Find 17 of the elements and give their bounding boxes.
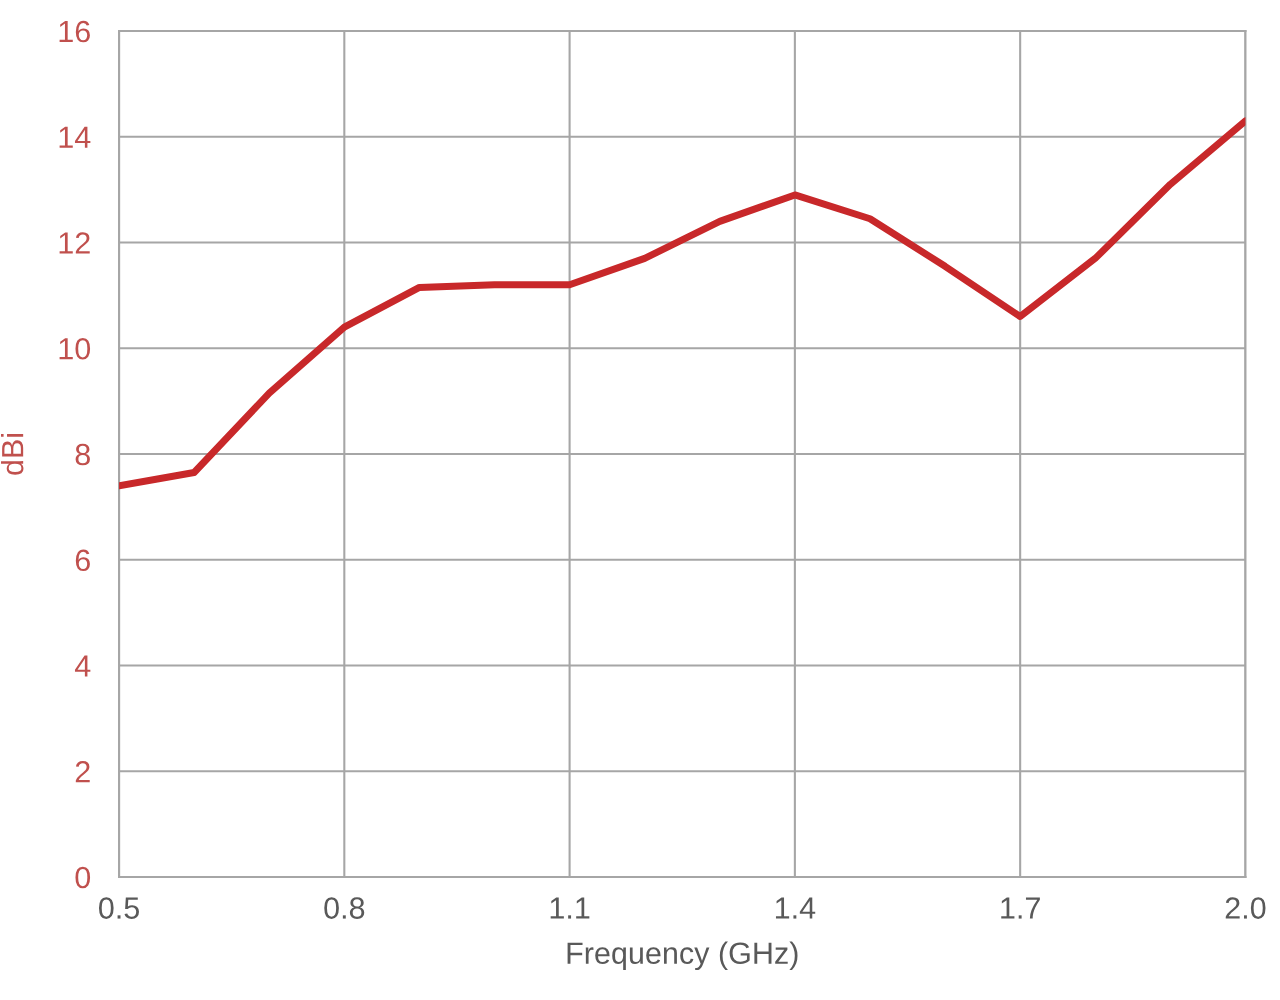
- y-tick-label: 6: [75, 549, 90, 572]
- y-tick-label: 14: [59, 126, 91, 148]
- x-axis-title: Frequency (GHz): [567, 941, 798, 971]
- y-tick-label: 8: [75, 443, 90, 466]
- y-tick-label: 16: [59, 20, 90, 43]
- y-axis-title: dBi: [1, 433, 24, 475]
- x-tick-label: 1.4: [775, 897, 816, 919]
- y-tick-label: 2: [75, 760, 90, 783]
- x-tick-label: 2.0: [1225, 897, 1266, 919]
- y-tick-label: 10: [59, 337, 91, 360]
- x-tick-label: 0.5: [99, 897, 139, 919]
- x-tick-label: 0.8: [324, 897, 365, 919]
- y-tick-label: 4: [74, 655, 91, 677]
- x-tick-label: 1.7: [1001, 897, 1040, 919]
- x-tick-label: 1.1: [550, 897, 590, 919]
- y-tick-label: 0: [75, 866, 91, 889]
- y-tick-label: 12: [59, 232, 90, 254]
